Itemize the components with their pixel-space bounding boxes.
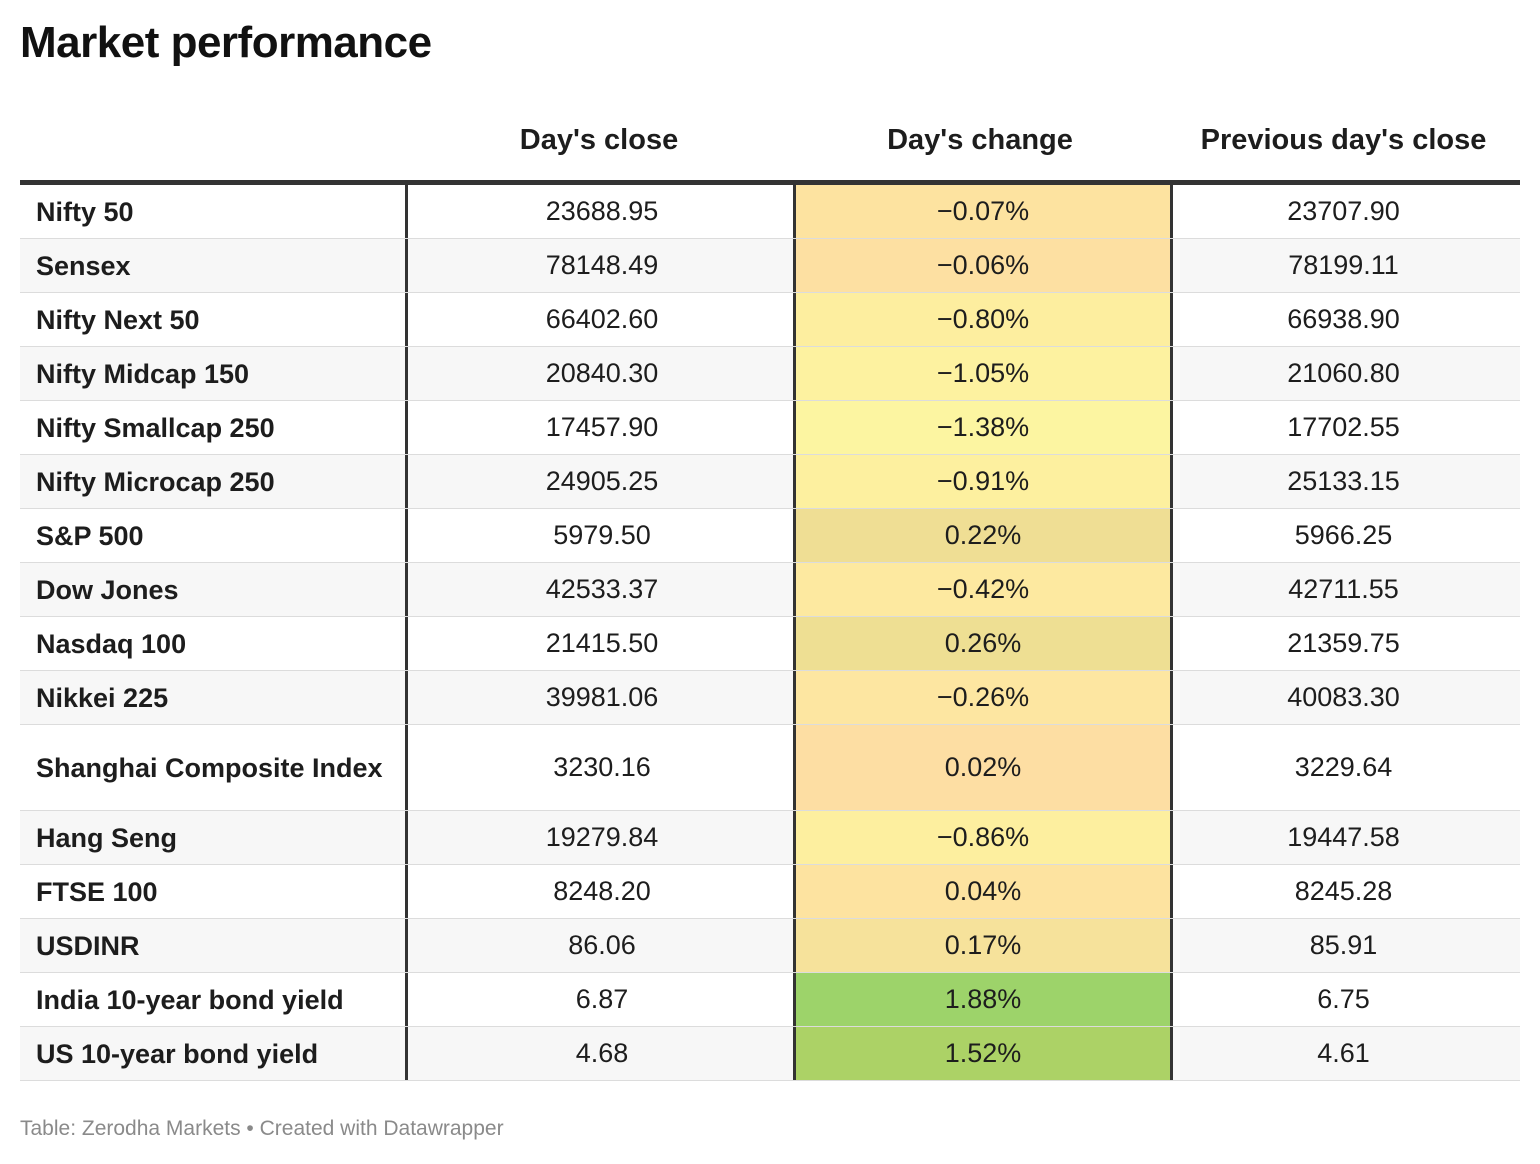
prev-close-cell: 85.91 — [1309, 930, 1378, 960]
prev-close-cell: 17702.55 — [1287, 412, 1400, 442]
day-change-cell: −0.80% — [793, 293, 1173, 346]
row-name: S&P 500 — [36, 520, 144, 551]
day-change-cell: 1.52% — [793, 1027, 1173, 1080]
day-change-cell: 0.22% — [793, 509, 1173, 562]
row-name: US 10-year bond yield — [36, 1038, 319, 1069]
row-name: Nifty Midcap 150 — [36, 358, 250, 389]
prev-close-cell: 6.75 — [1317, 984, 1370, 1014]
prev-close-cell: 42711.55 — [1288, 574, 1399, 604]
day-change-cell: 0.26% — [793, 617, 1173, 670]
table-row: Nifty 50 23688.95 −0.07% 23707.90 — [20, 185, 1520, 239]
table-row: Nifty Microcap 250 24905.25 −0.91% 25133.15 — [20, 455, 1520, 509]
day-close-cell: 3230.16 — [405, 725, 796, 810]
column-header-change: Day's change — [887, 124, 1073, 156]
day-close-cell: 66402.60 — [405, 293, 796, 346]
row-name: Dow Jones — [36, 574, 179, 605]
table-row: Shanghai Composite Index 3230.16 0.02% 3229… — [20, 725, 1520, 811]
day-close-cell: 17457.90 — [405, 401, 796, 454]
day-close-cell: 8248.20 — [405, 865, 796, 918]
table-row: USDINR 86.06 0.17% 85.91 — [20, 919, 1520, 973]
table-row: Nifty Smallcap 250 17457.90 −1.38% 17702.55 — [20, 401, 1520, 455]
prev-close-cell: 21359.75 — [1287, 628, 1400, 658]
prev-close-cell: 21060.80 — [1287, 358, 1400, 388]
day-change-cell: −0.42% — [793, 563, 1173, 616]
day-change-cell: −0.91% — [793, 455, 1173, 508]
day-close-cell: 6.87 — [405, 973, 796, 1026]
day-change-cell: −1.38% — [793, 401, 1173, 454]
table-body: Nifty 50 23688.95 −0.07% 23707.90 Sensex 7814… — [20, 185, 1520, 1081]
prev-close-cell: 40083.30 — [1287, 682, 1400, 712]
day-close-cell: 23688.95 — [405, 185, 796, 238]
day-change-cell: −0.07% — [793, 185, 1173, 238]
day-close-cell: 20840.30 — [405, 347, 796, 400]
prev-close-cell: 25133.15 — [1287, 466, 1400, 496]
prev-close-cell: 19447.58 — [1287, 822, 1400, 852]
table-row: Dow Jones 42533.37 −0.42% 42711.55 — [20, 563, 1520, 617]
column-header-prev-close: Previous day's close — [1200, 124, 1487, 156]
day-change-cell: −0.26% — [793, 671, 1173, 724]
day-close-cell: 24905.25 — [405, 455, 796, 508]
row-name: Sensex — [36, 250, 131, 281]
day-change-cell: 0.04% — [793, 865, 1173, 918]
day-change-cell: 0.02% — [793, 725, 1173, 810]
row-name: Nasdaq 100 — [36, 628, 187, 659]
market-table: Day's close Day's change Previous day's … — [20, 112, 1520, 1081]
table-row: Nifty Next 50 66402.60 −0.80% 66938.90 — [20, 293, 1520, 347]
source-note: Table: Zerodha Markets • Created with Da… — [20, 1117, 504, 1140]
prev-close-cell: 23707.90 — [1287, 196, 1400, 226]
row-name: India 10-year bond yield — [36, 984, 344, 1015]
row-name: Hang Seng — [36, 822, 178, 853]
day-change-cell: −1.05% — [793, 347, 1173, 400]
prev-close-cell: 78199.11 — [1288, 250, 1399, 280]
day-change-cell: −0.86% — [793, 811, 1173, 864]
prev-close-cell: 5966.25 — [1294, 520, 1393, 550]
day-close-cell: 5979.50 — [405, 509, 796, 562]
day-close-cell: 19279.84 — [405, 811, 796, 864]
prev-close-cell: 66938.90 — [1287, 304, 1400, 334]
prev-close-cell: 3229.64 — [1294, 752, 1393, 782]
day-close-cell: 4.68 — [405, 1027, 796, 1080]
day-close-cell: 78148.49 — [405, 239, 796, 292]
table-header: Day's close Day's change Previous day's … — [20, 112, 1520, 185]
row-name: Shanghai Composite Index — [36, 752, 383, 783]
row-name: Nifty Next 50 — [36, 304, 200, 335]
page-title: Market performance — [20, 18, 432, 67]
table-row: FTSE 100 8248.20 0.04% 8245.28 — [20, 865, 1520, 919]
row-name: FTSE 100 — [36, 876, 158, 907]
table-row: US 10-year bond yield 4.68 1.52% 4.61 — [20, 1027, 1520, 1081]
row-name: Nifty 50 — [36, 196, 134, 227]
day-close-cell: 39981.06 — [405, 671, 796, 724]
row-name: Nifty Smallcap 250 — [36, 412, 275, 443]
table-row: Hang Seng 19279.84 −0.86% 19447.58 — [20, 811, 1520, 865]
column-header-close: Day's close — [519, 124, 679, 156]
row-name: USDINR — [36, 930, 140, 961]
day-change-cell: 0.17% — [793, 919, 1173, 972]
day-close-cell: 21415.50 — [405, 617, 796, 670]
day-change-cell: −0.06% — [793, 239, 1173, 292]
table-row: Sensex 78148.49 −0.06% 78199.11 — [20, 239, 1520, 293]
day-close-cell: 86.06 — [405, 919, 796, 972]
table-row: Nasdaq 100 21415.50 0.26% 21359.75 — [20, 617, 1520, 671]
day-change-cell: 1.88% — [793, 973, 1173, 1026]
table-row: Nifty Midcap 150 20840.30 −1.05% 21060.80 — [20, 347, 1520, 401]
table-row: S&P 500 5979.50 0.22% 5966.25 — [20, 509, 1520, 563]
prev-close-cell: 4.61 — [1317, 1038, 1370, 1068]
row-name: Nifty Microcap 250 — [36, 466, 275, 497]
day-close-cell: 42533.37 — [405, 563, 796, 616]
table-row: India 10-year bond yield 6.87 1.88% 6.75 — [20, 973, 1520, 1027]
table-row: Nikkei 225 39981.06 −0.26% 40083.30 — [20, 671, 1520, 725]
prev-close-cell: 8245.28 — [1294, 876, 1393, 906]
row-name: Nikkei 225 — [36, 682, 169, 713]
